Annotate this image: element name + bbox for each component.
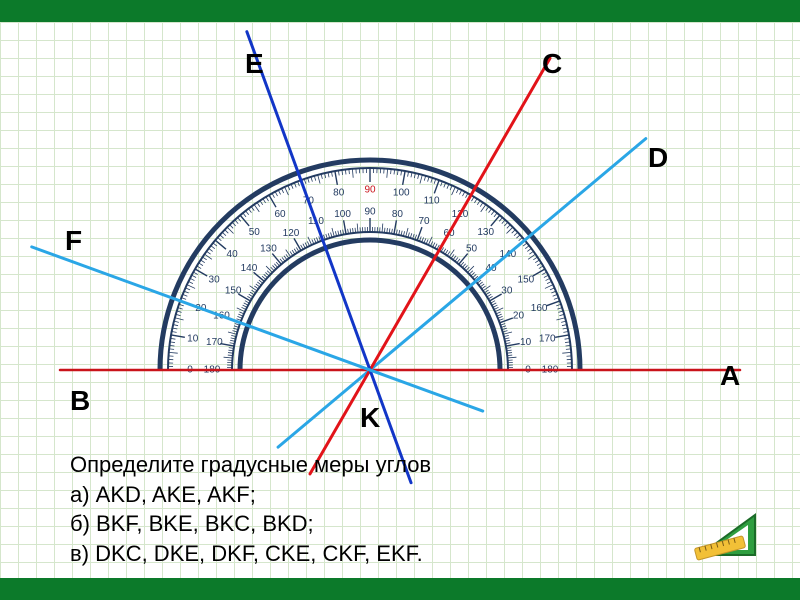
point-label-b: B — [70, 385, 90, 417]
geometry-tools-icon — [690, 495, 770, 565]
top-bar — [0, 0, 800, 22]
point-label-c: C — [542, 48, 562, 80]
point-label-k: K — [360, 402, 380, 434]
point-label-d: D — [648, 142, 668, 174]
point-label-e: E — [245, 48, 264, 80]
question-line-3: б) BKF, BKE, BKC, BKD; — [70, 509, 431, 539]
point-label-f: F — [65, 225, 82, 257]
question-block: Определите градусные меры углов а) AKD, … — [70, 450, 431, 569]
bottom-bar — [0, 578, 800, 600]
question-line-1: Определите градусные меры углов — [70, 450, 431, 480]
question-line-4: в) DKC, DKE, DKF, CKE, CKF, EKF. — [70, 539, 431, 569]
point-label-a: A — [720, 360, 740, 392]
question-line-2: а) AKD, AKE, AKF; — [70, 480, 431, 510]
